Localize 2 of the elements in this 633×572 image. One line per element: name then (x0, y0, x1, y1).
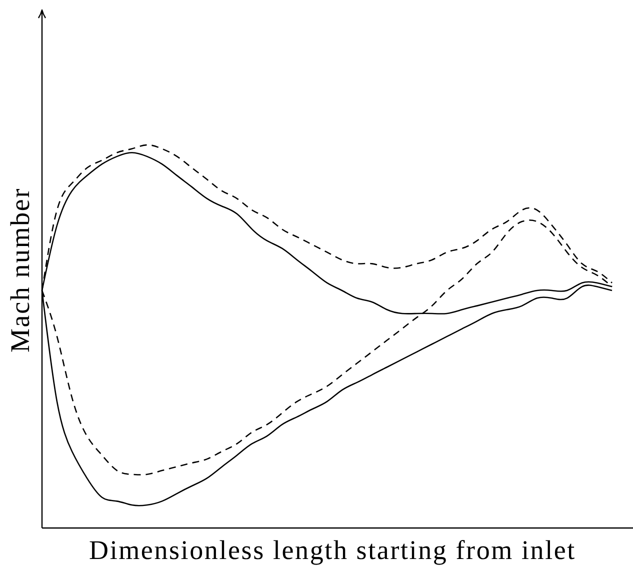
x-axis-title: Dimensionless length starting from inlet (89, 535, 576, 565)
y-axis-title: Mach number (5, 187, 35, 353)
